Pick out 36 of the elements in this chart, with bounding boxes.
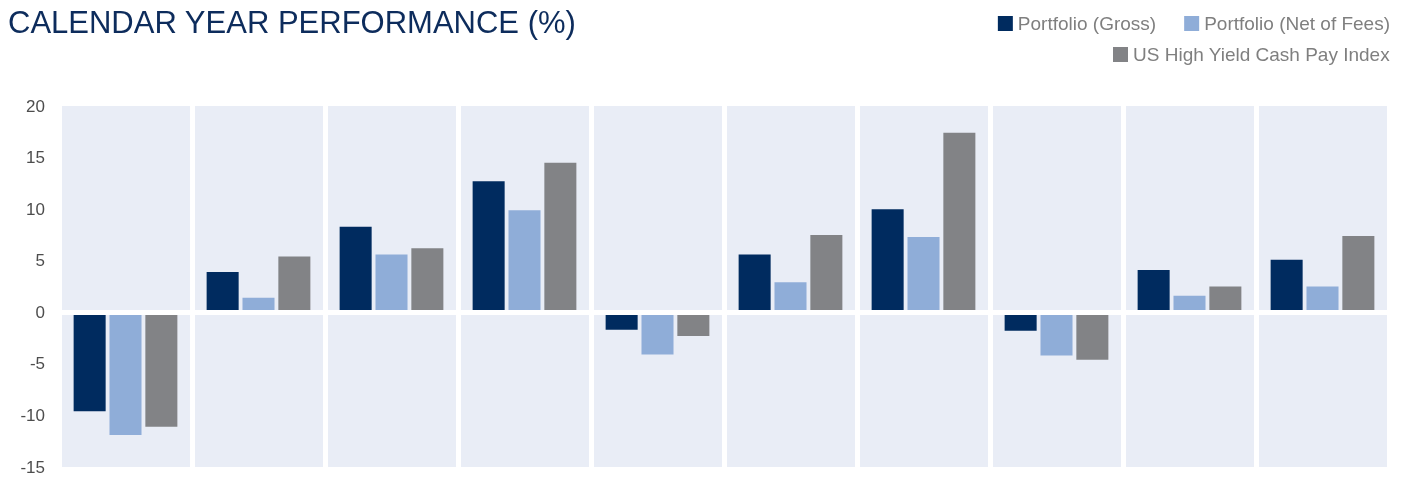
bar (1076, 312, 1109, 360)
bar (943, 132, 976, 313)
bar (1306, 286, 1339, 313)
bar (145, 312, 178, 427)
y-tick-label: -5 (29, 354, 45, 374)
bar (1270, 259, 1303, 313)
bar (1342, 235, 1375, 313)
y-tick-label: 10 (26, 199, 45, 219)
bar (278, 256, 311, 313)
y-tick-label: 5 (35, 251, 45, 271)
y-tick-label: -15 (20, 457, 45, 477)
y-tick-label: 0 (35, 302, 45, 322)
bar (411, 248, 444, 313)
bar (73, 312, 106, 412)
bar (641, 312, 674, 355)
bar (544, 162, 577, 313)
y-tick-label: -10 (20, 405, 45, 425)
bar (472, 181, 505, 313)
bar (1137, 270, 1170, 313)
legend-label: Portfolio (Net of Fees) (1204, 13, 1390, 34)
legend-label: Portfolio (Gross) (1017, 13, 1157, 34)
legend-label: US High Yield Cash Pay Index (1133, 44, 1391, 65)
y-tick-label: 20 (26, 96, 45, 116)
chart-title: CALENDAR YEAR PERFORMANCE (%) (8, 5, 576, 40)
bar (810, 234, 843, 313)
bar (508, 210, 541, 313)
bar (738, 254, 771, 313)
y-tick-label: 15 (26, 148, 45, 168)
bar (907, 236, 940, 313)
bar (375, 254, 408, 313)
bar (774, 282, 807, 313)
bar (109, 312, 142, 436)
bar (871, 209, 904, 313)
bar (339, 226, 372, 313)
bar (1040, 312, 1073, 356)
bar (206, 272, 239, 313)
